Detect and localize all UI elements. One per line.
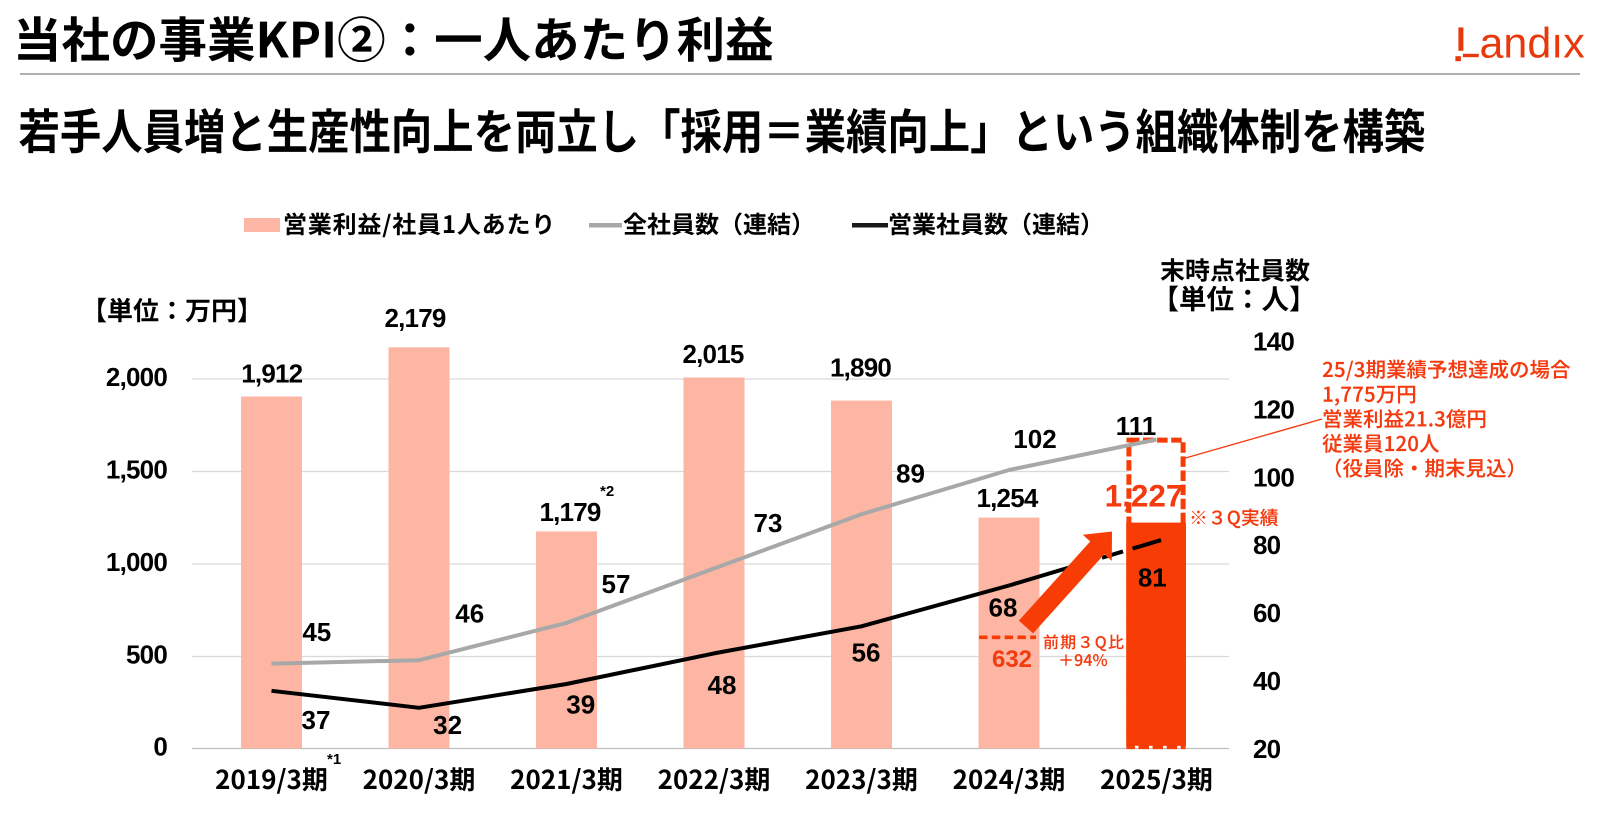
svg-text:1,890: 1,890 bbox=[830, 353, 891, 383]
svg-text:68: 68 bbox=[989, 593, 1018, 623]
svg-text:500: 500 bbox=[126, 640, 167, 670]
svg-text:56: 56 bbox=[852, 638, 881, 668]
svg-text:32: 32 bbox=[433, 710, 462, 740]
svg-text:102: 102 bbox=[1013, 424, 1056, 454]
svg-text:73: 73 bbox=[754, 508, 783, 538]
svg-text:632: 632 bbox=[992, 646, 1032, 673]
svg-text:57: 57 bbox=[602, 569, 631, 599]
svg-text:48: 48 bbox=[708, 670, 737, 700]
svg-text:2,015: 2,015 bbox=[682, 339, 743, 369]
svg-text:1,500: 1,500 bbox=[106, 455, 167, 485]
svg-text:80: 80 bbox=[1253, 530, 1281, 560]
svg-text:40: 40 bbox=[1253, 666, 1281, 696]
svg-text:140: 140 bbox=[1253, 327, 1294, 357]
svg-text:1,227: 1,227 bbox=[1105, 478, 1184, 514]
svg-text:*1: *1 bbox=[327, 751, 341, 768]
svg-text:*2: *2 bbox=[600, 483, 614, 500]
svg-text:39: 39 bbox=[566, 690, 595, 720]
svg-text:111: 111 bbox=[1116, 411, 1157, 441]
svg-text:1,912: 1,912 bbox=[241, 359, 302, 389]
svg-text:andıx: andıx bbox=[1480, 19, 1586, 67]
svg-text:20: 20 bbox=[1253, 734, 1281, 764]
svg-text:1,000: 1,000 bbox=[106, 547, 167, 577]
svg-text:60: 60 bbox=[1253, 598, 1281, 628]
svg-text:45: 45 bbox=[302, 617, 331, 647]
svg-text:120: 120 bbox=[1253, 394, 1294, 424]
svg-text:37: 37 bbox=[302, 705, 331, 735]
svg-text:1,179: 1,179 bbox=[539, 497, 600, 527]
svg-text:1,254: 1,254 bbox=[976, 483, 1038, 513]
svg-text:46: 46 bbox=[455, 599, 484, 629]
svg-text:0: 0 bbox=[153, 731, 167, 761]
svg-text:81: 81 bbox=[1138, 563, 1167, 593]
svg-text:2,000: 2,000 bbox=[106, 362, 167, 392]
svg-text:100: 100 bbox=[1253, 462, 1294, 492]
svg-text:2,179: 2,179 bbox=[384, 303, 445, 333]
svg-text:89: 89 bbox=[896, 459, 925, 489]
